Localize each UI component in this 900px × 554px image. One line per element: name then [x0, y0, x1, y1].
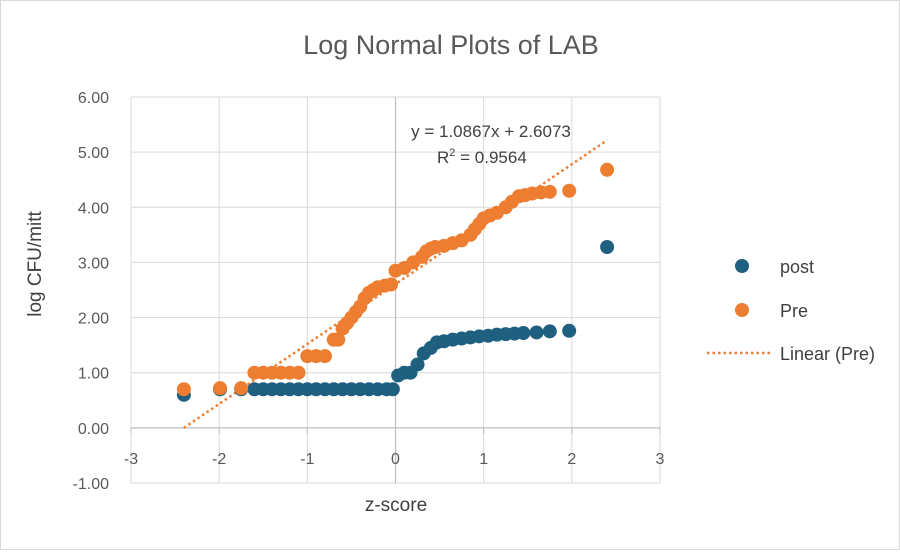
- y-tick-labels: -1.00 0.00 1.00 2.00 3.00 4.00 5.00 6.00: [73, 90, 110, 493]
- axes: [130, 97, 661, 483]
- legend-item-pre: Pre: [735, 301, 808, 321]
- x-tick-label: -3: [124, 451, 138, 468]
- x-tick-labels: -3 -2 -1 0 1 2 3: [124, 451, 665, 468]
- legend-marker-post: [735, 259, 749, 273]
- legend-label-pre: Pre: [780, 301, 808, 321]
- point-pre: [384, 277, 399, 292]
- point-post: [542, 324, 557, 339]
- point-post: [562, 323, 577, 338]
- y-tick-label: 2.00: [78, 311, 109, 328]
- point-pre: [176, 382, 191, 397]
- point-pre: [562, 183, 577, 198]
- point-pre: [331, 332, 346, 347]
- x-tick-label: -2: [212, 451, 226, 468]
- x-tick-label: 2: [567, 451, 576, 468]
- legend-item-post: post: [735, 257, 814, 277]
- point-pre: [317, 349, 332, 364]
- x-tick-label: 0: [391, 451, 400, 468]
- point-pre: [600, 162, 615, 177]
- y-axis-label: log CFU/mitt: [25, 211, 46, 317]
- point-post: [600, 239, 615, 254]
- y-tick-label: 6.00: [78, 90, 109, 107]
- y-tick-label: 0.00: [78, 421, 109, 438]
- legend-item-linear-pre: Linear (Pre): [707, 344, 875, 364]
- legend-label-post: post: [780, 257, 814, 277]
- x-tick-label: 1: [479, 451, 488, 468]
- legend-marker-pre: [735, 303, 749, 317]
- point-pre: [234, 381, 249, 396]
- point-post: [385, 382, 400, 397]
- point-post: [410, 357, 425, 372]
- x-tick-label: -1: [300, 451, 314, 468]
- legend-label-linear-pre: Linear (Pre): [780, 344, 875, 364]
- x-axis-label: z-score: [365, 495, 427, 516]
- x-tick-label: 3: [656, 451, 665, 468]
- chart-title: Log Normal Plots of LAB: [303, 30, 599, 60]
- y-tick-label: 3.00: [78, 255, 109, 272]
- point-pre: [291, 365, 306, 380]
- y-tick-label: -1.00: [73, 476, 110, 493]
- trendline-r2: R2 = 0.9564: [437, 147, 527, 167]
- point-pre: [542, 184, 557, 199]
- y-tick-label: 1.00: [78, 366, 109, 383]
- y-tick-label: 4.00: [78, 200, 109, 217]
- data-points: [176, 162, 615, 402]
- point-post: [516, 326, 531, 341]
- legend: post Pre Linear (Pre): [707, 257, 875, 364]
- point-post: [529, 325, 544, 340]
- trendline-equation: y = 1.0867x + 2.6073: [411, 122, 571, 141]
- point-pre: [213, 381, 228, 396]
- y-tick-label: 5.00: [78, 145, 109, 162]
